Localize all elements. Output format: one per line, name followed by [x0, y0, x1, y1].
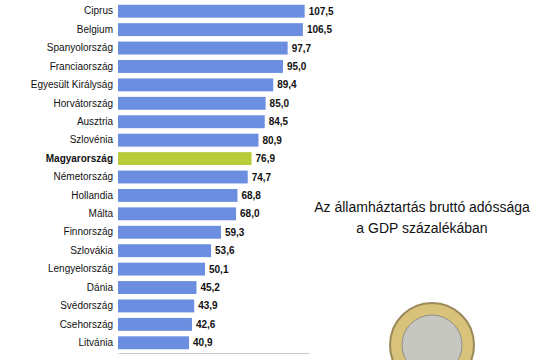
bar [118, 134, 258, 147]
category-label: Franciaország [50, 61, 113, 72]
category-tick: Franciaország [50, 61, 113, 72]
data-label: 53,6 [215, 245, 235, 256]
category-tick: Szlovénia [70, 134, 114, 145]
category-tick: Finnország [64, 226, 113, 237]
coin-inner [402, 315, 462, 360]
category-label: Belgium [77, 24, 113, 35]
bar [118, 115, 265, 128]
category-label: Hollandia [71, 190, 113, 201]
category-tick: Ausztria [77, 116, 114, 127]
category-label: Spanyolország [47, 42, 113, 53]
data-label: 68,0 [240, 208, 260, 219]
data-label: 59,3 [225, 227, 245, 238]
category-label: Ausztria [77, 116, 114, 127]
category-tick: Litvánia [79, 337, 114, 348]
data-label: 97,7 [292, 43, 312, 54]
data-labels: 107,5 106,5 97,7 95,0 89,4 85,0 84,5 80,9 76,9 74… [193, 6, 334, 349]
bar [118, 42, 288, 55]
category-label: Dánia [87, 282, 114, 293]
category-label: Horvátország [54, 98, 113, 109]
category-axis: Ciprus Belgium Spanyolország Franciaország E… [31, 5, 114, 348]
data-label: 84,5 [269, 116, 289, 127]
category-tick: Hollandia [71, 190, 113, 201]
category-tick: Belgium [77, 24, 113, 35]
category-label: Svédország [60, 300, 113, 311]
category-label: Egyesült Királyság [31, 79, 113, 90]
data-label: 68,8 [241, 190, 261, 201]
chart: Ciprus Belgium Spanyolország Franciaország E… [0, 0, 540, 360]
data-label: 85,0 [270, 98, 290, 109]
category-tick: Csehország [60, 319, 113, 330]
axis-line [119, 353, 310, 354]
bar [118, 226, 221, 239]
data-label: 40,9 [193, 337, 213, 348]
data-label: 45,2 [200, 282, 220, 293]
bar [118, 189, 237, 202]
data-label: 74,7 [252, 172, 272, 183]
value-axis [119, 353, 310, 354]
category-tick: Spanyolország [47, 42, 113, 53]
data-label: 107,5 [309, 6, 334, 17]
category-label: Csehország [60, 319, 113, 330]
category-tick: Horvátország [54, 98, 113, 109]
category-label: Ciprus [84, 5, 113, 16]
category-tick: Málta [89, 208, 114, 219]
bar [118, 318, 192, 331]
category-label: Magyarország [46, 153, 113, 164]
category-label: Málta [89, 208, 114, 219]
category-tick: Magyarország [46, 153, 113, 164]
category-tick: Szlovákia [70, 245, 113, 256]
category-label: Litvánia [79, 337, 114, 348]
data-label: 80,9 [262, 135, 282, 146]
category-tick: Németország [54, 171, 113, 182]
category-tick: Svédország [60, 300, 113, 311]
bar [118, 171, 248, 184]
category-label: Németország [54, 171, 113, 182]
category-label: Lengyelország [48, 263, 113, 274]
category-tick: Ciprus [84, 5, 113, 16]
bar [118, 244, 211, 257]
bar [118, 336, 189, 349]
bar [118, 97, 266, 110]
data-label: 76,9 [256, 153, 276, 164]
bar [118, 207, 236, 220]
category-label: Szlovákia [70, 245, 113, 256]
coin-outer [390, 303, 474, 360]
category-label: Finnország [64, 226, 113, 237]
title: Az államháztartás bruttó adóssága a GDP s… [314, 199, 530, 236]
data-label: 89,4 [277, 79, 297, 90]
category-tick: Egyesült Királyság [31, 79, 113, 90]
bars [118, 5, 305, 349]
category-tick: Lengyelország [48, 263, 113, 274]
bar [118, 300, 194, 313]
bar [118, 60, 283, 73]
title-line: Az államháztartás bruttó adóssága [314, 199, 530, 215]
title-line: a GDP százalékában [356, 220, 487, 236]
category-tick: Dánia [87, 282, 114, 293]
data-label: 95,0 [287, 61, 307, 72]
data-label: 42,6 [196, 319, 216, 330]
bar [118, 23, 303, 36]
bar [118, 281, 196, 294]
bar [118, 263, 205, 276]
bar [118, 152, 252, 165]
bar [118, 78, 273, 91]
coin-decoration [390, 303, 474, 360]
data-label: 43,9 [198, 300, 218, 311]
category-label: Szlovénia [70, 134, 114, 145]
bar [118, 5, 305, 18]
data-label: 106,5 [307, 24, 332, 35]
data-label: 50,1 [209, 264, 229, 275]
